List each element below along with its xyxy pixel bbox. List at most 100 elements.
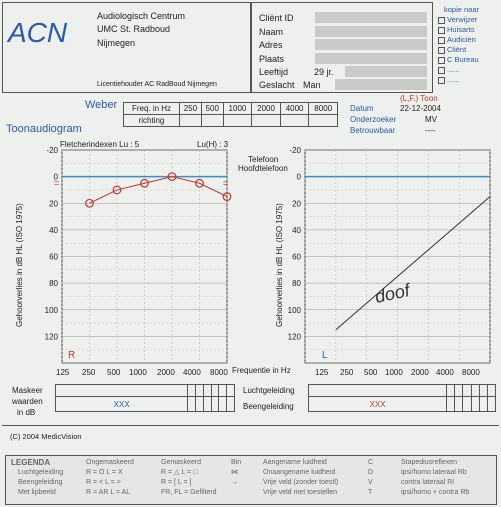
copy-bureau[interactable]: C Bureau xyxy=(438,55,500,65)
mask-cell[interactable] xyxy=(202,396,212,412)
luh-text: Lu(H) : 3 xyxy=(197,140,229,149)
weber-cell[interactable] xyxy=(279,114,310,127)
mask-cell[interactable] xyxy=(470,384,480,397)
mask-cell[interactable] xyxy=(470,396,480,412)
mask-cell[interactable] xyxy=(187,384,197,397)
y-tick-label: 60 xyxy=(292,253,301,262)
legend-r3c4: Vrije veld met toestellen xyxy=(263,489,338,496)
copy-blank-2[interactable]: ...... xyxy=(438,75,500,85)
series-line xyxy=(89,176,228,204)
mask-cell[interactable] xyxy=(226,384,235,397)
checkbox-icon[interactable] xyxy=(438,26,445,34)
mask-cell[interactable] xyxy=(226,396,235,412)
checkbox-icon[interactable] xyxy=(438,56,445,64)
weber-cell[interactable] xyxy=(308,114,338,127)
y-tick-label: 80 xyxy=(292,279,301,288)
meta-label-onderzoeker: Onderzoeker xyxy=(350,115,397,124)
client-label-naam: Naam xyxy=(259,27,284,37)
weber-direction-label: richting xyxy=(123,114,180,127)
copy-audicien[interactable]: Audicien xyxy=(438,35,500,45)
x-tick: 250 xyxy=(82,368,96,377)
legend-r1c6: ipsi/homo lateraal Rb xyxy=(401,469,467,476)
checkbox-icon[interactable] xyxy=(438,36,445,44)
mask-value-right[interactable]: XXX xyxy=(307,396,448,412)
mask-cell[interactable] xyxy=(218,396,228,412)
fletcher-text: Fletcherindexen Lu : 5 xyxy=(60,140,140,149)
footer-divider xyxy=(2,425,499,426)
x-axis-title: Frequentie in Hz xyxy=(232,366,291,375)
meta-value-datum: 22-12-2004 xyxy=(400,104,441,113)
mask-cell[interactable] xyxy=(454,396,464,412)
x-tick: 1000 xyxy=(129,368,147,377)
weber-cell[interactable] xyxy=(179,114,202,127)
mask-cell[interactable] xyxy=(210,384,220,397)
audiogram-left-ear: -20 0 20 40 60 80 100 120 L doof xyxy=(288,146,491,364)
legend-r0c0: Luchtgeleiding xyxy=(18,469,64,476)
legend-r3c6: ipsi/homo + contra Rb xyxy=(401,489,470,496)
acn-logo: ACN xyxy=(8,17,68,48)
redacted-age xyxy=(345,66,427,77)
mask-cell[interactable] xyxy=(478,384,488,397)
mask-cell[interactable] xyxy=(195,396,204,412)
org-line-3: Nijmegen xyxy=(97,38,136,48)
y-tick-label: 120 xyxy=(45,332,59,341)
mask-cell[interactable] xyxy=(195,384,204,397)
mask-cell[interactable] xyxy=(202,384,212,397)
copy-verwijzer[interactable]: Verwijzer xyxy=(438,15,500,25)
mask-cell[interactable] xyxy=(462,396,472,412)
checkbox-icon[interactable] xyxy=(438,76,445,84)
mask-cell[interactable] xyxy=(446,396,456,412)
audiogram-title: Toonaudiogram xyxy=(6,123,82,135)
weber-freq-4000: 4000 xyxy=(279,102,310,115)
meta-label-datum: Datum xyxy=(350,104,374,113)
legend-r3c1: R = AR L = AL xyxy=(86,489,131,496)
y-tick-label: 20 xyxy=(292,199,301,208)
legend-r0c1: Ongemaskeerd xyxy=(86,459,134,466)
copy-blank-1[interactable]: ...... xyxy=(438,65,500,75)
x-tick: 4000 xyxy=(183,368,201,377)
mask-value-left[interactable]: XXX xyxy=(54,396,189,412)
mask-cell[interactable] xyxy=(210,396,220,412)
y-tick-label: -20 xyxy=(289,146,301,155)
redacted-id xyxy=(315,12,427,23)
hoofdtelefoon-text: Hoofdtelefoon xyxy=(238,164,288,173)
x-tick: 500 xyxy=(107,368,121,377)
checkbox-icon[interactable] xyxy=(438,16,445,24)
mask-cell[interactable] xyxy=(187,396,197,412)
weber-freq-8000: 8000 xyxy=(308,102,338,115)
mask-cell[interactable] xyxy=(462,384,472,397)
checkbox-icon[interactable] xyxy=(438,46,445,54)
meta-label-betrouwbaar: Betrouwbaar xyxy=(350,126,396,135)
mask-cell[interactable] xyxy=(446,384,456,397)
legend-r2c1: R = < L = > xyxy=(86,479,121,486)
series-line xyxy=(335,196,491,331)
x-tick: 250 xyxy=(340,368,354,377)
weber-freq-500: 500 xyxy=(200,102,224,115)
weber-cell[interactable] xyxy=(222,114,253,127)
redacted-plaats xyxy=(315,53,427,64)
weber-cell[interactable] xyxy=(200,114,224,127)
mask-cell[interactable] xyxy=(486,384,497,397)
weber-freq-label: Freq. in Hz xyxy=(123,102,180,115)
x-ticks-right: 125 250 500 1000 2000 4000 8000 xyxy=(250,368,501,380)
client-label-adres: Adres xyxy=(259,40,283,50)
copy-client[interactable]: Cliënt xyxy=(438,45,500,55)
mask-cell[interactable] xyxy=(486,396,497,412)
mask-cell[interactable] xyxy=(478,396,488,412)
mask-cell[interactable] xyxy=(218,384,228,397)
copy-huisarts[interactable]: Huisarts xyxy=(438,25,500,35)
mask-cell[interactable] xyxy=(307,384,448,397)
legend-r1c5: D xyxy=(368,469,374,476)
checkbox-icon[interactable] xyxy=(438,66,445,74)
mask-cell[interactable] xyxy=(454,384,464,397)
org-line-2: UMC St. Radboud xyxy=(97,24,171,34)
weber-cell[interactable] xyxy=(251,114,281,127)
legend-r3c5: T xyxy=(368,489,373,496)
header-box xyxy=(2,2,251,93)
data-point-circle xyxy=(195,178,204,188)
copies-list: Verwijzer Huisarts Audicien Cliënt C Bur… xyxy=(438,15,500,85)
mask-cell[interactable] xyxy=(54,384,189,397)
legend-r0c6: Stapediusreflexen xyxy=(401,459,458,466)
been-label: Beengeleiding xyxy=(243,402,294,411)
license-text: Licentiehouder AC RadBoud Nijmegen xyxy=(97,81,217,88)
